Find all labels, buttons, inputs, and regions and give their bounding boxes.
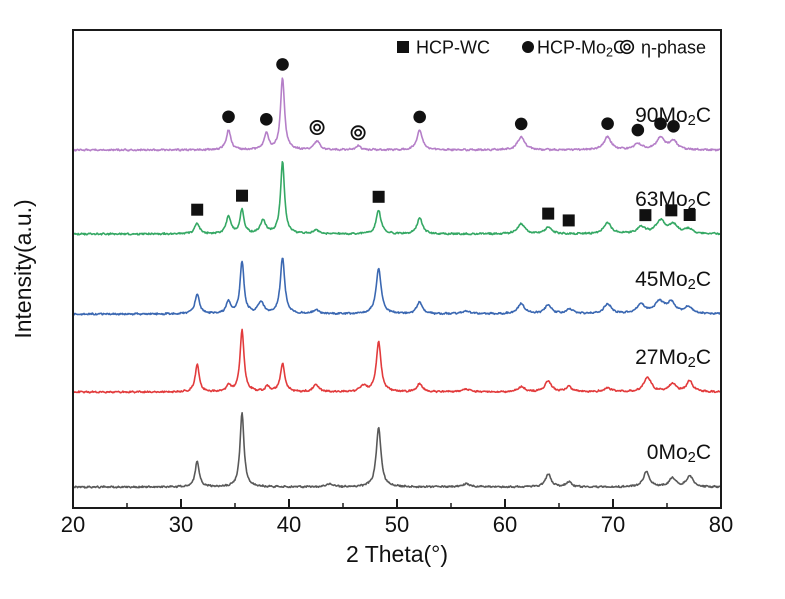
hcp-mo2c-marker-icon (413, 110, 426, 124)
hcp-mo2c-marker-icon (601, 117, 614, 130)
peak-markers-63Mo2C (191, 189, 696, 227)
hcp-wc-marker-icon (562, 214, 575, 227)
x-tick-label: 30 (169, 512, 193, 537)
hcp-wc-marker-icon (372, 190, 385, 203)
hcp-wc-marker-icon (191, 203, 204, 216)
series-curve-63Mo2C (72, 160, 722, 236)
legend-circle-icon (522, 41, 534, 53)
series-label-63Mo2C: 63Mo2C (635, 188, 711, 213)
x-tick-label: 70 (601, 512, 625, 537)
legend: HCP-WC HCP-Mo2C η-phase (397, 38, 706, 60)
hcp-mo2c-marker-icon (667, 120, 680, 133)
hcp-mo2c-marker-icon (260, 113, 273, 126)
eta-phase-marker-inner-icon (354, 128, 363, 137)
y-axis-title: Intensity(a.u.) (10, 199, 36, 338)
x-tick-label: 80 (709, 512, 733, 537)
series-curve-0Mo2C (72, 411, 722, 489)
series-label-90Mo2C: 90Mo2C (635, 104, 711, 129)
x-tick-label: 40 (277, 512, 301, 537)
hcp-mo2c-marker-icon (654, 117, 667, 131)
series-curve-45Mo2C (72, 257, 722, 316)
hcp-wc-marker-icon (542, 207, 555, 220)
peak-markers-90Mo2C (222, 58, 680, 141)
hcp-mo2c-marker-icon (222, 110, 235, 124)
x-tick-label: 50 (385, 512, 409, 537)
hcp-wc-marker-icon (683, 208, 696, 221)
hcp-mo2c-marker-icon (514, 117, 528, 131)
series-curve-90Mo2C (72, 77, 722, 152)
series-label-45Mo2C: 45Mo2C (635, 268, 711, 293)
legend-double-circle-inner-icon (623, 43, 631, 51)
hcp-wc-marker-icon (665, 204, 678, 217)
x-tick-label: 60 (493, 512, 517, 537)
x-axis: 20 30 40 50 60 70 80 2 Theta(°) (61, 499, 733, 567)
hcp-mo2c-marker-icon (631, 123, 645, 137)
legend-label: HCP-Mo2C (537, 38, 626, 60)
hcp-wc-marker-icon (236, 189, 249, 202)
legend-label: η-phase (641, 38, 706, 58)
x-tick-label: 20 (61, 512, 85, 537)
x-axis-title: 2 Theta(°) (346, 541, 448, 567)
eta-phase-marker-inner-icon (313, 123, 321, 132)
legend-square-icon (397, 41, 409, 53)
hcp-wc-marker-icon (639, 209, 652, 222)
legend-label: HCP-WC (416, 38, 490, 58)
series-curve-27Mo2C (72, 328, 722, 394)
series-group: 0Mo2C 27Mo2C 45Mo2C 63Mo2C 90Mo2C (72, 58, 722, 489)
series-label-27Mo2C: 27Mo2C (635, 346, 711, 371)
series-label-0Mo2C: 0Mo2C (647, 441, 711, 466)
hcp-mo2c-marker-icon (276, 58, 289, 71)
